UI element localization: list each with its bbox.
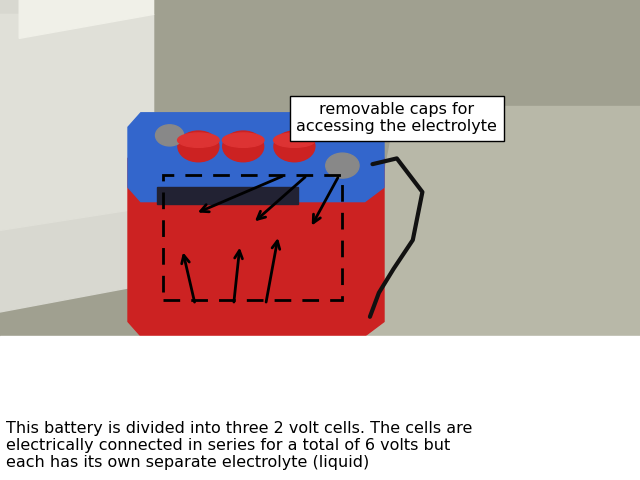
Text: This battery is divided into three 2 volt cells. The cells are
electrically conn: This battery is divided into three 2 vol… bbox=[6, 420, 473, 470]
Circle shape bbox=[223, 131, 264, 162]
Polygon shape bbox=[128, 144, 384, 336]
Ellipse shape bbox=[274, 133, 316, 147]
Polygon shape bbox=[0, 14, 154, 230]
Bar bbox=[0, 336, 640, 480]
Polygon shape bbox=[128, 113, 384, 202]
Ellipse shape bbox=[223, 133, 264, 147]
Text: removable caps for
accessing the electrolyte: removable caps for accessing the electro… bbox=[296, 102, 497, 134]
Polygon shape bbox=[352, 106, 640, 336]
Circle shape bbox=[156, 125, 184, 146]
Ellipse shape bbox=[178, 133, 220, 147]
Bar bbox=[157, 187, 298, 204]
Circle shape bbox=[274, 131, 315, 162]
Polygon shape bbox=[19, 0, 154, 38]
Circle shape bbox=[178, 131, 219, 162]
Bar bbox=[163, 175, 342, 300]
Polygon shape bbox=[0, 0, 128, 312]
Circle shape bbox=[326, 153, 359, 178]
